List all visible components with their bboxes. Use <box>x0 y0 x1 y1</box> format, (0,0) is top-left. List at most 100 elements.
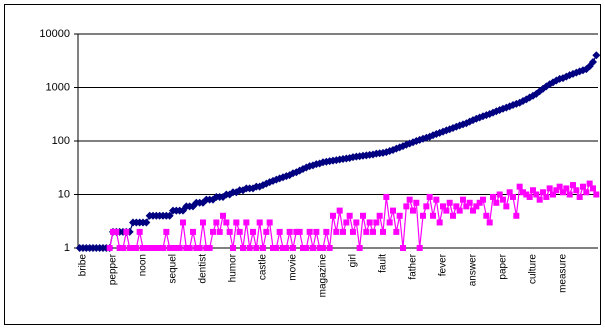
data-point <box>370 228 376 235</box>
data-point <box>260 245 266 251</box>
data-point <box>400 245 406 251</box>
data-point <box>236 228 243 235</box>
data-point <box>570 182 576 189</box>
data-point <box>466 199 473 206</box>
data-point <box>330 212 336 219</box>
data-point <box>436 219 443 226</box>
data-point <box>490 193 496 200</box>
data-point <box>413 199 420 206</box>
data-point <box>183 245 190 251</box>
x-tick-label: dentist <box>198 254 209 284</box>
data-point <box>123 228 130 235</box>
data-point <box>156 245 163 251</box>
data-point <box>363 228 370 235</box>
x-tick-label: pepper <box>108 253 119 285</box>
data-point <box>476 199 483 206</box>
data-point <box>320 245 326 251</box>
data-point <box>256 219 263 226</box>
data-point <box>153 245 160 251</box>
data-point <box>473 203 480 210</box>
data-point <box>142 218 151 227</box>
data-point <box>133 245 140 251</box>
data-point <box>480 196 486 203</box>
data-point <box>390 207 396 214</box>
data-point <box>140 245 146 251</box>
data-point <box>463 203 470 210</box>
data-point <box>353 219 360 226</box>
data-point <box>523 191 530 198</box>
data-point <box>163 228 170 235</box>
data-point <box>340 228 346 235</box>
data-point <box>393 228 400 235</box>
data-point <box>516 183 523 190</box>
x-tick-label: noon <box>138 254 149 276</box>
data-point <box>536 196 543 203</box>
data-point <box>283 245 290 251</box>
data-point <box>380 228 386 235</box>
data-point <box>270 245 276 251</box>
data-point <box>546 185 553 192</box>
data-point <box>253 245 260 251</box>
data-point <box>486 219 493 226</box>
data-point <box>406 196 413 203</box>
data-point <box>356 245 363 251</box>
x-tick-label: fever <box>438 253 449 276</box>
data-point <box>456 207 463 214</box>
data-point <box>483 212 490 219</box>
data-point <box>216 228 223 235</box>
data-point <box>566 191 573 198</box>
data-point <box>240 245 246 251</box>
data-point <box>383 193 390 200</box>
data-point <box>576 193 583 200</box>
data-point <box>373 219 380 226</box>
data-point <box>166 245 173 251</box>
data-point <box>280 245 286 251</box>
data-point <box>306 228 313 235</box>
data-point <box>120 245 126 251</box>
data-point <box>553 187 560 194</box>
data-point <box>113 228 120 235</box>
data-point <box>540 189 546 196</box>
data-point <box>286 228 293 235</box>
data-point <box>526 193 533 200</box>
y-tick-label: 10 <box>58 188 70 200</box>
data-point <box>513 212 520 219</box>
data-point <box>226 228 233 235</box>
data-point <box>589 57 597 66</box>
data-point <box>443 207 450 214</box>
data-point <box>316 245 323 251</box>
data-point <box>410 207 416 214</box>
data-point <box>533 191 540 198</box>
data-point <box>343 219 350 226</box>
x-tick-label: father <box>408 253 419 279</box>
data-point <box>173 245 180 251</box>
data-point <box>200 219 206 226</box>
data-point <box>313 228 320 235</box>
y-tick-label: 1000 <box>46 81 70 93</box>
data-point <box>310 245 316 251</box>
data-point <box>590 185 596 192</box>
x-tick-label: castle <box>258 254 269 281</box>
data-point <box>243 219 250 226</box>
data-point <box>580 183 586 190</box>
y-tick-label: 10000 <box>39 28 70 40</box>
data-point <box>106 245 113 251</box>
data-point <box>493 199 500 206</box>
data-point <box>213 219 220 226</box>
data-point <box>180 219 186 226</box>
data-point <box>303 245 310 251</box>
data-point <box>360 212 366 219</box>
data-point <box>446 199 453 206</box>
data-point <box>273 245 280 251</box>
x-tick-label: measure <box>558 254 569 293</box>
data-point <box>520 189 526 196</box>
data-point <box>563 185 570 192</box>
data-point <box>136 228 143 235</box>
data-point <box>583 189 590 196</box>
data-point <box>250 228 256 235</box>
data-point <box>126 245 133 251</box>
data-point <box>296 228 303 235</box>
data-point <box>423 203 430 210</box>
data-point <box>510 193 516 200</box>
